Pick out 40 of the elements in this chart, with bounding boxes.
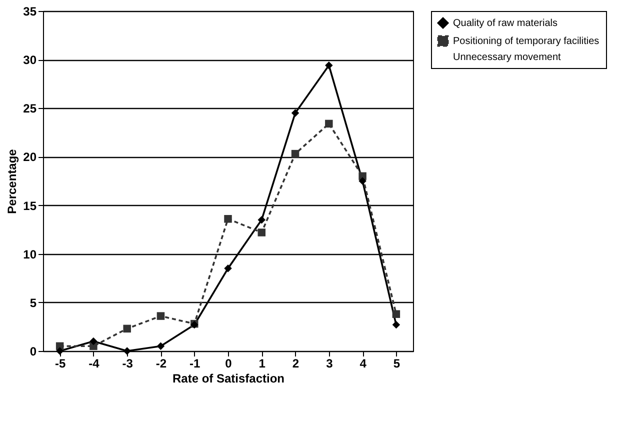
legend-label: Positioning of temporary facilities [453,36,600,47]
legend-label: Quality of raw materials [453,18,558,29]
point [123,324,131,333]
x-tick-label: -1 [190,356,201,370]
x-tick-label: 2 [292,356,300,370]
text: Unnecessary movement [453,52,562,63]
point [258,216,266,224]
y-tick-label: 0 [30,344,37,358]
y-tick-label: 30 [23,53,37,68]
y-tick-label: 25 [23,102,37,116]
x-tick-label: -3 [122,356,134,370]
x-tick-label: 1 [258,356,266,370]
y-tick-label: 35 [23,4,37,18]
point [392,310,400,318]
y-tick-label: 20 [23,150,37,164]
point [90,337,98,346]
x-tick-label: -2 [156,356,167,370]
y-tick-label: 15 [23,198,37,213]
point [325,120,333,128]
point [258,228,266,236]
point [156,342,165,350]
x-tick-label: 4 [360,356,367,370]
point [358,177,366,185]
point [224,215,232,223]
point [291,109,300,117]
x-tick-label: 0 [225,356,232,370]
x-tick-label: -4 [88,356,100,370]
x-axis-title: Rate of Satisfaction [172,372,285,386]
x-tick-label: 5 [393,356,400,370]
point [291,150,300,158]
x-tick-label: 3 [326,356,334,370]
y-tick-label: 5 [30,296,37,310]
point [224,264,232,272]
point [392,320,400,329]
y-axis-title: Percentage [5,148,20,214]
point [325,62,333,70]
point [123,347,131,355]
point [156,312,165,320]
x-tick-label: -5 [54,356,66,370]
y-tick-label: 10 [23,247,37,262]
